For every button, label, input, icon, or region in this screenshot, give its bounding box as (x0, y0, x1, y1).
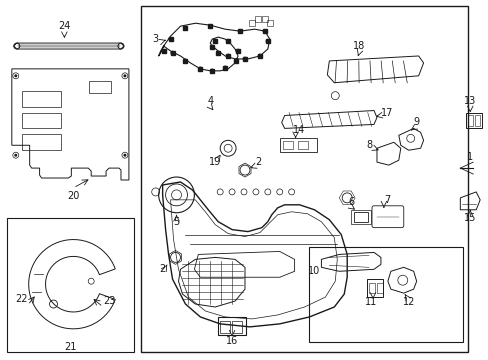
Text: 21: 21 (64, 342, 77, 352)
Bar (89, 81, 111, 93)
Bar (21, 134, 61, 150)
Text: 6: 6 (347, 197, 353, 207)
Bar (279, 138, 317, 152)
Text: 23: 23 (102, 296, 115, 306)
Text: 11: 11 (364, 297, 376, 307)
Bar (248, 20, 254, 26)
Bar (297, 141, 307, 149)
Text: 5: 5 (173, 217, 179, 227)
Bar (262, 16, 267, 22)
Bar (474, 114, 479, 126)
Text: 15: 15 (463, 213, 475, 223)
Text: 17: 17 (380, 108, 392, 117)
Text: 13: 13 (463, 96, 475, 105)
Bar (141, 6, 468, 352)
Text: 10: 10 (308, 266, 320, 276)
Bar (309, 247, 462, 342)
Bar (218, 317, 245, 335)
Text: 12: 12 (402, 297, 414, 307)
Text: 7: 7 (383, 195, 389, 205)
Text: 16: 16 (225, 336, 238, 346)
Circle shape (123, 154, 126, 157)
Text: 14: 14 (293, 125, 305, 135)
Text: 4: 4 (207, 96, 213, 105)
Text: 18: 18 (352, 41, 365, 51)
Bar (7, 218, 134, 352)
Circle shape (123, 74, 126, 77)
Bar (266, 20, 272, 26)
Text: 19: 19 (209, 157, 221, 167)
Text: 20: 20 (67, 191, 80, 201)
Bar (366, 279, 382, 297)
Text: 1: 1 (466, 152, 472, 162)
Bar (282, 141, 292, 149)
Bar (220, 321, 230, 333)
Bar (468, 114, 472, 126)
Bar (350, 210, 370, 224)
Circle shape (14, 74, 17, 77)
Bar (21, 91, 61, 107)
Bar (368, 283, 374, 293)
Circle shape (14, 154, 17, 157)
Text: 3: 3 (152, 34, 159, 44)
Text: 22: 22 (16, 294, 28, 304)
Bar (21, 113, 61, 129)
Bar (466, 113, 481, 129)
Text: 9: 9 (413, 117, 419, 127)
Bar (353, 212, 367, 222)
Text: 8: 8 (365, 140, 371, 150)
Bar (232, 321, 242, 333)
Text: 24: 24 (58, 21, 70, 31)
Text: 2: 2 (159, 264, 165, 274)
Bar (254, 16, 260, 22)
Bar (376, 283, 382, 293)
Text: 2: 2 (254, 157, 261, 167)
